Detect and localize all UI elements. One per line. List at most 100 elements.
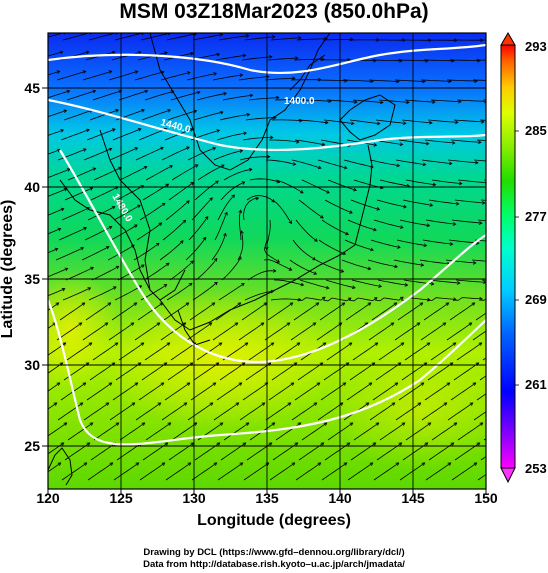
x-tick-130: 130 [182,490,206,506]
streamline-arrowhead [288,220,292,225]
streamline-arrowhead [223,91,227,96]
streamline-arrowhead [342,382,347,386]
streamline [428,199,459,205]
streamline [249,178,280,183]
streamline [342,79,374,82]
streamline [48,402,57,410]
warm-region-east [330,350,486,470]
streamline [379,179,410,187]
streamline [215,54,246,61]
streamline [138,128,167,141]
streamline-arrowhead [204,216,209,220]
streamline [167,110,197,121]
streamline-arrowhead [367,266,372,271]
streamline [171,164,199,181]
streamline-arrowhead [109,462,114,466]
streamline [135,147,164,161]
streamline [395,159,426,166]
streamline-arrowhead [350,121,355,126]
streamline [165,462,191,481]
streamline-arrowhead [56,70,61,74]
streamline [216,382,242,401]
streamline [67,422,93,441]
streamline [422,239,453,245]
streamline-arrowhead [82,70,87,74]
streamline-arrowhead [528,240,531,243]
streamline-arrowhead [530,140,533,143]
streamline-arrowhead [221,164,225,168]
streamline [93,167,122,181]
streamline-arrowhead [341,302,346,306]
streamline-arrowhead [166,342,171,346]
streamline [346,382,372,401]
streamline [48,149,61,155]
streamline [323,119,354,124]
streamline [57,148,87,161]
streamline [427,119,458,123]
streamline [92,90,122,101]
streamline-arrowhead [165,262,170,267]
streamline [241,302,267,321]
streamline [426,297,457,301]
streamline-arrowhead [312,322,317,326]
streamline-arrowhead [531,343,534,346]
streamline [119,166,147,181]
streamline [188,216,209,241]
streamline-arrowhead [297,422,302,426]
streamline [59,302,85,321]
streamline [191,197,213,221]
streamline [393,259,424,266]
streamline [195,258,218,281]
streamline [297,362,323,381]
streamline [89,362,115,381]
streamline-arrowhead [66,168,71,172]
streamline-arrowhead [420,263,425,267]
streamline [93,422,119,441]
streamline-arrowhead [163,284,168,288]
streamline [223,422,249,441]
streamline-arrowhead [194,164,199,168]
streamline [347,462,373,481]
streamline-arrowhead [216,442,221,446]
streamline-arrowhead [528,363,531,366]
axis-ticks [42,87,487,495]
streamline [265,159,296,165]
streamline-arrowhead [294,442,299,446]
streamline-arrowhead [57,462,62,466]
streamline-arrowhead [186,200,190,204]
streamline-arrowhead [134,147,139,151]
streamline-arrowhead [376,207,381,211]
streamline-arrowhead [234,322,239,326]
streamline-arrowhead [115,422,120,426]
streamline-arrowhead [135,462,140,466]
streamline-arrowhead [429,203,434,207]
streamline [300,99,332,102]
streamline-arrowhead [343,462,348,466]
streamline-arrowhead [137,50,142,55]
streamline [214,212,228,241]
streamline-arrowhead [417,402,422,406]
streamline-arrowhead [187,71,191,75]
streamline-arrowhead [82,382,87,386]
streamline [395,402,421,421]
streamline [429,279,460,284]
streamline [480,456,486,461]
streamline [344,239,374,251]
streamline [270,298,301,301]
streamline-arrowhead [496,403,499,406]
streamline [274,342,300,361]
streamline-arrowhead [115,108,120,113]
streamline-arrowhead [155,242,160,247]
streamline [374,296,404,302]
streamline [90,186,119,201]
streamline [109,402,135,421]
streamline [264,77,295,81]
y-tick-25: 25 [24,438,40,454]
streamline-arrowhead [83,462,88,466]
streamline [377,279,408,286]
streamline-arrowhead [133,302,138,306]
streamline [86,382,112,401]
streamline-arrowhead [525,260,528,263]
streamline [424,139,455,144]
streamline [111,302,137,321]
